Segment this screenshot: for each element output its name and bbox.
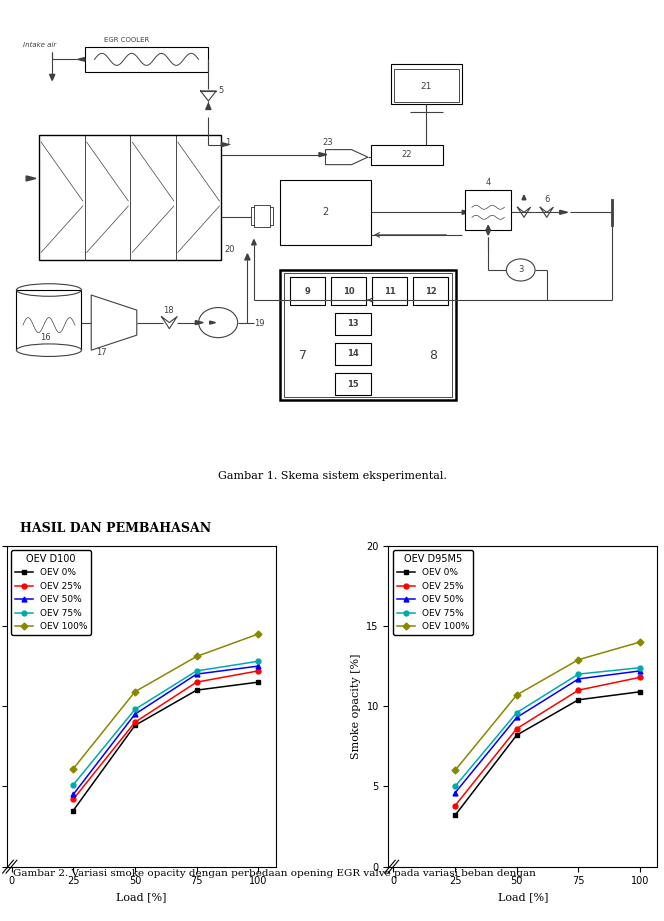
- Polygon shape: [486, 230, 491, 235]
- Polygon shape: [195, 321, 203, 324]
- Text: HASIL DAN PEMBAHASAN: HASIL DAN PEMBAHASAN: [20, 521, 210, 535]
- Text: 13: 13: [347, 320, 359, 329]
- X-axis label: Load [%]: Load [%]: [116, 892, 167, 902]
- Bar: [394, 69, 459, 102]
- Polygon shape: [206, 103, 211, 110]
- Polygon shape: [26, 176, 36, 181]
- Text: Gambar 2. Variasi smoke opacity dengan perbedaan opening EGR valve pada variasi : Gambar 2. Variasi smoke opacity dengan p…: [13, 869, 536, 878]
- Bar: [85, 47, 208, 72]
- Bar: [254, 204, 270, 227]
- Bar: [331, 277, 367, 305]
- Bar: [39, 134, 221, 260]
- Polygon shape: [245, 254, 250, 260]
- Bar: [465, 190, 511, 230]
- Text: 7: 7: [299, 349, 307, 362]
- Bar: [280, 180, 371, 245]
- Bar: [390, 64, 462, 104]
- Text: 8: 8: [429, 349, 437, 362]
- Text: 5: 5: [218, 86, 223, 95]
- Bar: [280, 270, 456, 401]
- Polygon shape: [486, 226, 490, 230]
- Bar: [335, 343, 371, 366]
- Polygon shape: [319, 153, 327, 157]
- Bar: [251, 207, 274, 225]
- Text: 22: 22: [402, 150, 412, 159]
- Text: Intake air: Intake air: [23, 41, 56, 48]
- Text: 9: 9: [305, 286, 311, 296]
- Polygon shape: [365, 298, 371, 302]
- Bar: [290, 277, 325, 305]
- Text: 20: 20: [224, 245, 235, 254]
- Text: 19: 19: [254, 319, 264, 328]
- Text: 10: 10: [343, 286, 355, 296]
- Y-axis label: Smoke opacity [%]: Smoke opacity [%]: [351, 654, 361, 759]
- Text: 14: 14: [347, 349, 359, 358]
- Text: 3: 3: [518, 265, 523, 274]
- Text: 16: 16: [41, 333, 51, 343]
- Polygon shape: [522, 195, 526, 200]
- Polygon shape: [210, 321, 216, 324]
- Text: 6: 6: [544, 195, 549, 204]
- Text: Gambar 1. Skema sistem eksperimental.: Gambar 1. Skema sistem eksperimental.: [218, 471, 446, 481]
- Text: 1: 1: [224, 137, 230, 146]
- Bar: [413, 277, 448, 305]
- Bar: [371, 145, 443, 165]
- Text: 17: 17: [96, 348, 106, 357]
- Polygon shape: [252, 239, 256, 245]
- Polygon shape: [221, 143, 229, 146]
- Legend: OEV 0%, OEV 25%, OEV 50%, OEV 75%, OEV 100%: OEV 0%, OEV 25%, OEV 50%, OEV 75%, OEV 1…: [11, 550, 91, 635]
- Bar: [335, 373, 371, 395]
- Text: 18: 18: [163, 306, 173, 315]
- X-axis label: Load [%]: Load [%]: [497, 892, 548, 902]
- Text: 21: 21: [421, 83, 432, 91]
- Text: EGR COOLER: EGR COOLER: [104, 37, 149, 42]
- Bar: [372, 277, 408, 305]
- Text: 11: 11: [384, 286, 396, 296]
- Polygon shape: [50, 75, 55, 80]
- Polygon shape: [462, 210, 470, 215]
- Text: 12: 12: [425, 286, 436, 296]
- Ellipse shape: [17, 344, 82, 356]
- Text: 23: 23: [322, 137, 333, 146]
- Legend: OEV 0%, OEV 25%, OEV 50%, OEV 75%, OEV 100%: OEV 0%, OEV 25%, OEV 50%, OEV 75%, OEV 1…: [393, 550, 473, 635]
- Text: 4: 4: [485, 178, 491, 187]
- Bar: [335, 312, 371, 335]
- Bar: [17, 290, 82, 350]
- Text: 15: 15: [347, 379, 359, 389]
- Bar: [284, 273, 452, 397]
- Polygon shape: [78, 58, 85, 61]
- Text: 2: 2: [322, 207, 329, 217]
- Polygon shape: [560, 210, 568, 215]
